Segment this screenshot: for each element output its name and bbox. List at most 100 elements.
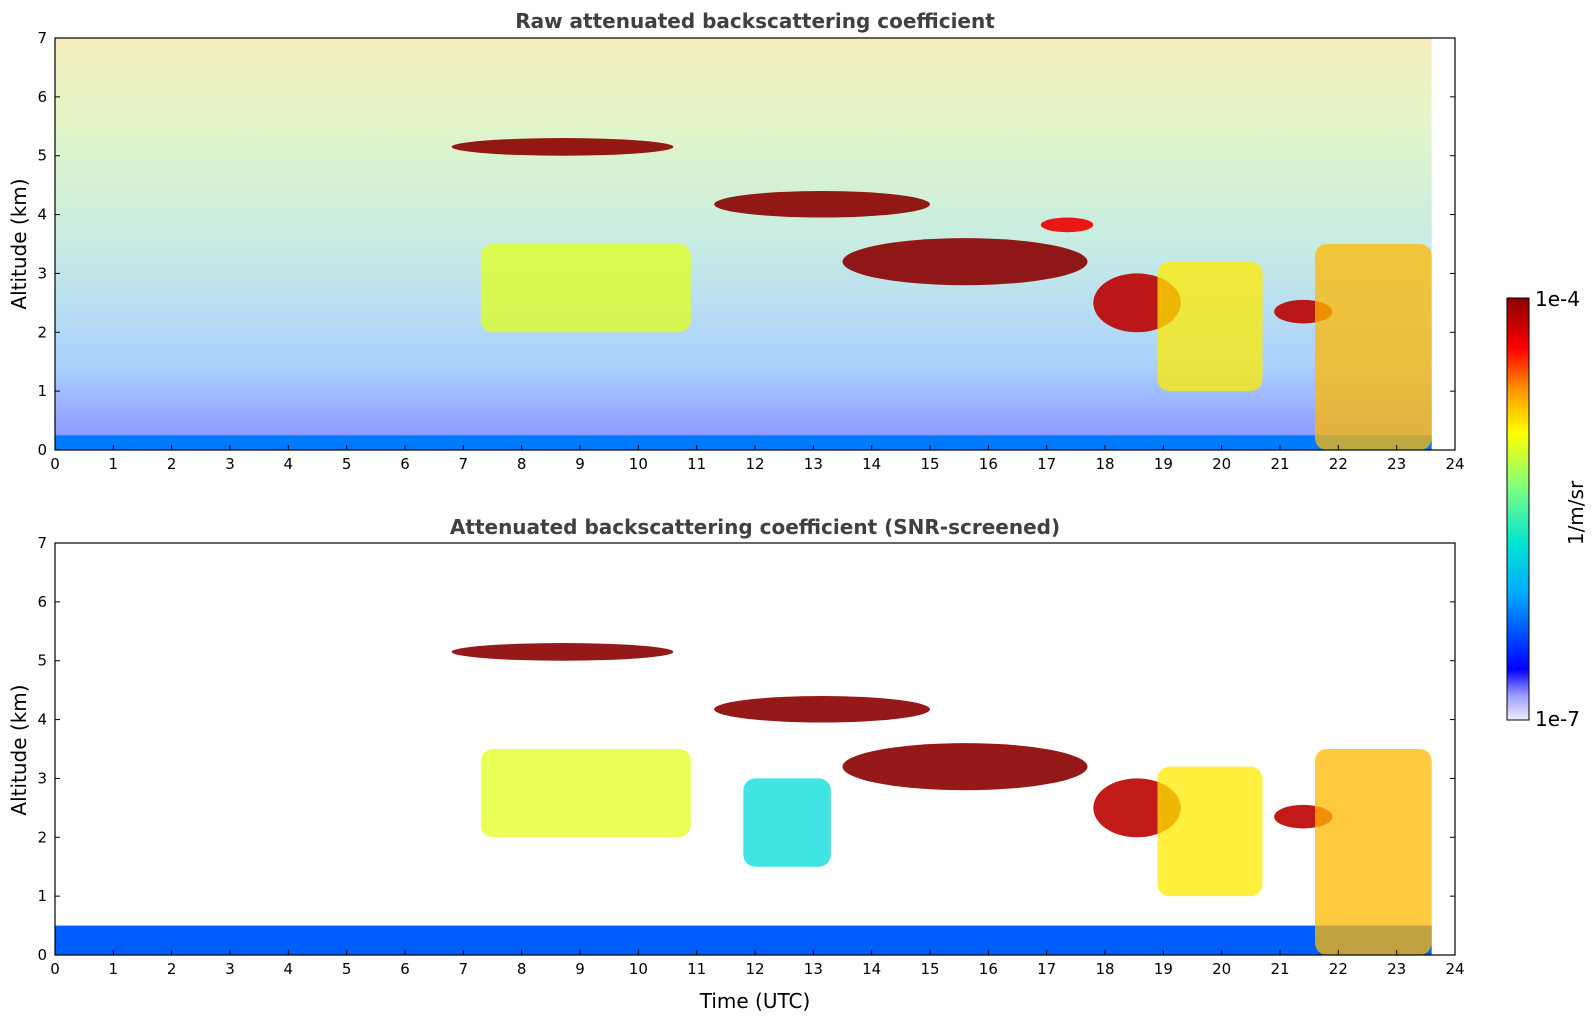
heatmap-feature-precipitation — [1157, 766, 1263, 897]
x-tick-label: 4 — [284, 455, 294, 473]
heatmap-feature-cloud — [1040, 217, 1094, 233]
x-tick-label: 11 — [687, 960, 706, 978]
x-tick-label: 3 — [225, 455, 235, 473]
panel-screened-heatmap — [55, 643, 1432, 955]
x-tick-label: 23 — [1387, 455, 1406, 473]
colorbar-max-label: 1e-4 — [1535, 287, 1580, 311]
x-tick-label: 22 — [1329, 960, 1348, 978]
panel-raw: Raw attenuated backscattering coefficien… — [7, 9, 1465, 473]
x-tick-label: 7 — [459, 960, 469, 978]
heatmap-feature-precipitation — [1315, 749, 1432, 955]
x-tick-label: 4 — [284, 960, 294, 978]
x-tick-label: 16 — [979, 960, 998, 978]
x-tick-label: 11 — [687, 455, 706, 473]
y-tick-label: 6 — [37, 88, 47, 106]
x-tick-label: 20 — [1212, 455, 1231, 473]
panel-screened-title: Attenuated backscattering coefficient (S… — [450, 515, 1060, 539]
panel-raw-title: Raw attenuated backscattering coefficien… — [515, 9, 995, 33]
x-tick-label: 14 — [862, 455, 881, 473]
x-tick-label: 15 — [920, 960, 939, 978]
panel-screened-x-ticks: 0 1 2 3 4 5 6 7 8 9 10 11 12 13 14 15 16 17 18 19 20 21 22 23 24 — [50, 950, 1465, 978]
panel-screened-y-ticks: 0 1 2 3 4 5 6 7 — [37, 534, 1455, 964]
y-tick-label: 2 — [37, 323, 47, 341]
heatmap-feature-cloud — [451, 138, 674, 156]
x-tick-label: 18 — [1095, 960, 1114, 978]
x-tick-label: 8 — [517, 455, 527, 473]
colorbar-unit-label: 1/m/sr — [1564, 480, 1588, 545]
y-tick-label: 4 — [37, 206, 47, 224]
x-tick-label: 0 — [50, 960, 60, 978]
x-tick-label: 9 — [575, 960, 585, 978]
x-tick-label: 6 — [400, 960, 410, 978]
x-tick-label: 18 — [1095, 455, 1114, 473]
x-tick-label: 1 — [109, 455, 119, 473]
x-tick-label: 0 — [50, 455, 60, 473]
x-tick-label: 21 — [1270, 960, 1289, 978]
y-tick-label: 1 — [37, 382, 47, 400]
y-tick-label: 4 — [37, 711, 47, 729]
x-tick-label: 2 — [167, 455, 177, 473]
x-tick-label: 19 — [1154, 455, 1173, 473]
x-tick-label: 16 — [979, 455, 998, 473]
panel-screened-xlabel: Time (UTC) — [699, 989, 811, 1013]
panel-screened-ylabel: Altitude (km) — [7, 684, 31, 815]
x-tick-label: 15 — [920, 455, 939, 473]
panel-raw-y-ticks: 0 1 2 3 4 5 6 7 — [37, 29, 1455, 459]
panel-screened: Attenuated backscattering coefficient (S… — [7, 515, 1465, 1013]
heatmap-feature-precipitation — [480, 749, 691, 838]
x-tick-label: 6 — [400, 455, 410, 473]
y-tick-label: 5 — [37, 147, 47, 165]
x-tick-label: 21 — [1270, 455, 1289, 473]
x-tick-label: 3 — [225, 960, 235, 978]
x-tick-label: 12 — [745, 960, 764, 978]
x-tick-label: 1 — [109, 960, 119, 978]
x-tick-label: 14 — [862, 960, 881, 978]
heatmap-feature-precipitation — [743, 778, 831, 867]
colorbar-min-label: 1e-7 — [1535, 707, 1580, 731]
y-tick-label: 7 — [37, 534, 47, 552]
y-tick-label: 2 — [37, 828, 47, 846]
y-tick-label: 5 — [37, 652, 47, 670]
x-tick-label: 5 — [342, 960, 352, 978]
heatmap-feature-precipitation — [1315, 244, 1432, 450]
x-tick-label: 5 — [342, 455, 352, 473]
y-tick-label: 7 — [37, 29, 47, 47]
x-tick-label: 9 — [575, 455, 585, 473]
heatmap-feature-precipitation — [1157, 261, 1263, 392]
y-tick-label: 0 — [37, 441, 47, 459]
x-tick-label: 10 — [629, 455, 648, 473]
x-tick-label: 12 — [745, 455, 764, 473]
heatmap-feature-cloud — [714, 191, 930, 218]
x-tick-label: 17 — [1037, 960, 1056, 978]
heatmap-feature-cloud — [842, 238, 1088, 286]
x-tick-label: 22 — [1329, 455, 1348, 473]
colorbar: 1e-4 1e-7 1/m/sr — [1506, 287, 1588, 731]
y-tick-label: 3 — [37, 769, 47, 787]
panel-raw-x-ticks: 0 1 2 3 4 5 6 7 8 9 10 11 12 13 14 15 16 17 18 19 20 21 22 23 24 — [50, 445, 1465, 473]
x-tick-label: 8 — [517, 960, 527, 978]
panel-raw-ylabel: Altitude (km) — [7, 178, 31, 309]
x-tick-label: 13 — [804, 960, 823, 978]
heatmap-feature-precipitation — [480, 244, 691, 333]
colorbar-scale — [1506, 297, 1530, 721]
panel-raw-heatmap — [55, 38, 1432, 450]
x-tick-label: 17 — [1037, 455, 1056, 473]
x-tick-label: 7 — [459, 455, 469, 473]
x-tick-label: 20 — [1212, 960, 1231, 978]
x-tick-label: 24 — [1445, 960, 1464, 978]
x-tick-label: 23 — [1387, 960, 1406, 978]
y-tick-label: 0 — [37, 946, 47, 964]
heatmap-feature-cloud — [842, 743, 1088, 791]
x-tick-label: 2 — [167, 960, 177, 978]
x-tick-label: 13 — [804, 455, 823, 473]
heatmap-feature-cloud — [451, 643, 674, 661]
x-tick-label: 24 — [1445, 455, 1464, 473]
heatmap-feature-cloud — [714, 696, 930, 723]
x-tick-label: 10 — [629, 960, 648, 978]
y-tick-label: 1 — [37, 887, 47, 905]
heatmap-feature-surface-layer — [55, 435, 1432, 450]
y-tick-label: 6 — [37, 593, 47, 611]
x-tick-label: 19 — [1154, 960, 1173, 978]
y-tick-label: 3 — [37, 264, 47, 282]
